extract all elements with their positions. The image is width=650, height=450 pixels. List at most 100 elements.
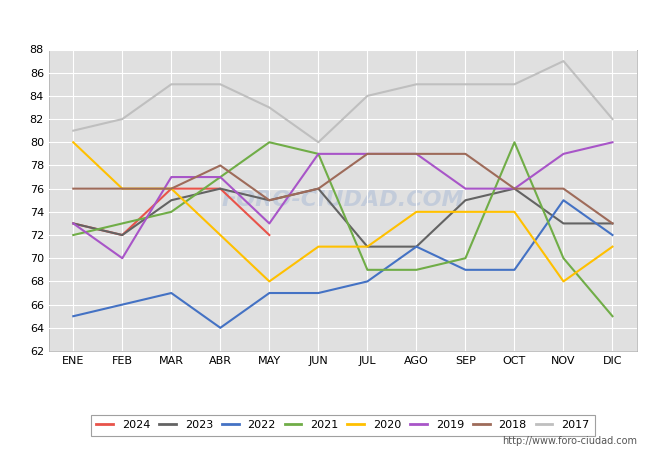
2020 xyxy=(510,209,518,215)
Text: FORO-CIUDAD.COM: FORO-CIUDAD.COM xyxy=(222,190,464,210)
Line: 2024: 2024 xyxy=(73,189,269,235)
2020 xyxy=(608,244,616,249)
2019 xyxy=(413,151,421,157)
2022 xyxy=(413,244,421,249)
2018 xyxy=(315,186,322,191)
2021 xyxy=(413,267,421,273)
2020 xyxy=(413,209,421,215)
2023 xyxy=(70,221,77,226)
2022 xyxy=(265,290,273,296)
2022 xyxy=(608,232,616,238)
2021 xyxy=(363,267,371,273)
2023 xyxy=(560,221,567,226)
2019 xyxy=(608,140,616,145)
2017 xyxy=(510,81,518,87)
2018 xyxy=(265,198,273,203)
2017 xyxy=(168,81,176,87)
Text: http://www.foro-ciudad.com: http://www.foro-ciudad.com xyxy=(502,436,637,446)
2022 xyxy=(462,267,469,273)
2018 xyxy=(363,151,371,157)
2021 xyxy=(608,314,616,319)
2021 xyxy=(70,232,77,238)
2023 xyxy=(510,186,518,191)
2022 xyxy=(363,279,371,284)
2021 xyxy=(315,151,322,157)
Legend: 2024, 2023, 2022, 2021, 2020, 2019, 2018, 2017: 2024, 2023, 2022, 2021, 2020, 2019, 2018… xyxy=(91,415,595,436)
2020 xyxy=(168,186,176,191)
2023 xyxy=(462,198,469,203)
2019 xyxy=(462,186,469,191)
2018 xyxy=(70,186,77,191)
Line: 2019: 2019 xyxy=(73,142,612,258)
Line: 2020: 2020 xyxy=(73,142,612,281)
Line: 2021: 2021 xyxy=(73,142,612,316)
2019 xyxy=(70,221,77,226)
2021 xyxy=(168,209,176,215)
2020 xyxy=(118,186,126,191)
2019 xyxy=(363,151,371,157)
2017 xyxy=(216,81,224,87)
2019 xyxy=(315,151,322,157)
2021 xyxy=(216,174,224,180)
2018 xyxy=(510,186,518,191)
2022 xyxy=(70,314,77,319)
2019 xyxy=(560,151,567,157)
2018 xyxy=(118,186,126,191)
2023 xyxy=(265,198,273,203)
2024 xyxy=(70,221,77,226)
2022 xyxy=(168,290,176,296)
2019 xyxy=(265,221,273,226)
2017 xyxy=(70,128,77,133)
2023 xyxy=(608,221,616,226)
2024 xyxy=(265,232,273,238)
2021 xyxy=(462,256,469,261)
2018 xyxy=(608,221,616,226)
Line: 2023: 2023 xyxy=(73,189,612,247)
2021 xyxy=(510,140,518,145)
2022 xyxy=(118,302,126,307)
2023 xyxy=(413,244,421,249)
2019 xyxy=(216,174,224,180)
2023 xyxy=(118,232,126,238)
2017 xyxy=(118,117,126,122)
2018 xyxy=(413,151,421,157)
2022 xyxy=(510,267,518,273)
2017 xyxy=(413,81,421,87)
2023 xyxy=(168,198,176,203)
2021 xyxy=(560,256,567,261)
2017 xyxy=(608,117,616,122)
2024 xyxy=(118,232,126,238)
2024 xyxy=(168,186,176,191)
2018 xyxy=(216,163,224,168)
2018 xyxy=(168,186,176,191)
2017 xyxy=(265,105,273,110)
2020 xyxy=(216,232,224,238)
2024 xyxy=(216,186,224,191)
Line: 2018: 2018 xyxy=(73,154,612,224)
2020 xyxy=(315,244,322,249)
2019 xyxy=(510,186,518,191)
2022 xyxy=(315,290,322,296)
2018 xyxy=(462,151,469,157)
2023 xyxy=(315,186,322,191)
2021 xyxy=(265,140,273,145)
2021 xyxy=(118,221,126,226)
2023 xyxy=(216,186,224,191)
2020 xyxy=(70,140,77,145)
2020 xyxy=(560,279,567,284)
2022 xyxy=(216,325,224,330)
2023 xyxy=(363,244,371,249)
Line: 2022: 2022 xyxy=(73,200,612,328)
Line: 2017: 2017 xyxy=(73,61,612,142)
2020 xyxy=(265,279,273,284)
2019 xyxy=(118,256,126,261)
2020 xyxy=(363,244,371,249)
2017 xyxy=(363,93,371,99)
2017 xyxy=(462,81,469,87)
2017 xyxy=(560,58,567,64)
2017 xyxy=(315,140,322,145)
2018 xyxy=(560,186,567,191)
2019 xyxy=(168,174,176,180)
2022 xyxy=(560,198,567,203)
2020 xyxy=(462,209,469,215)
